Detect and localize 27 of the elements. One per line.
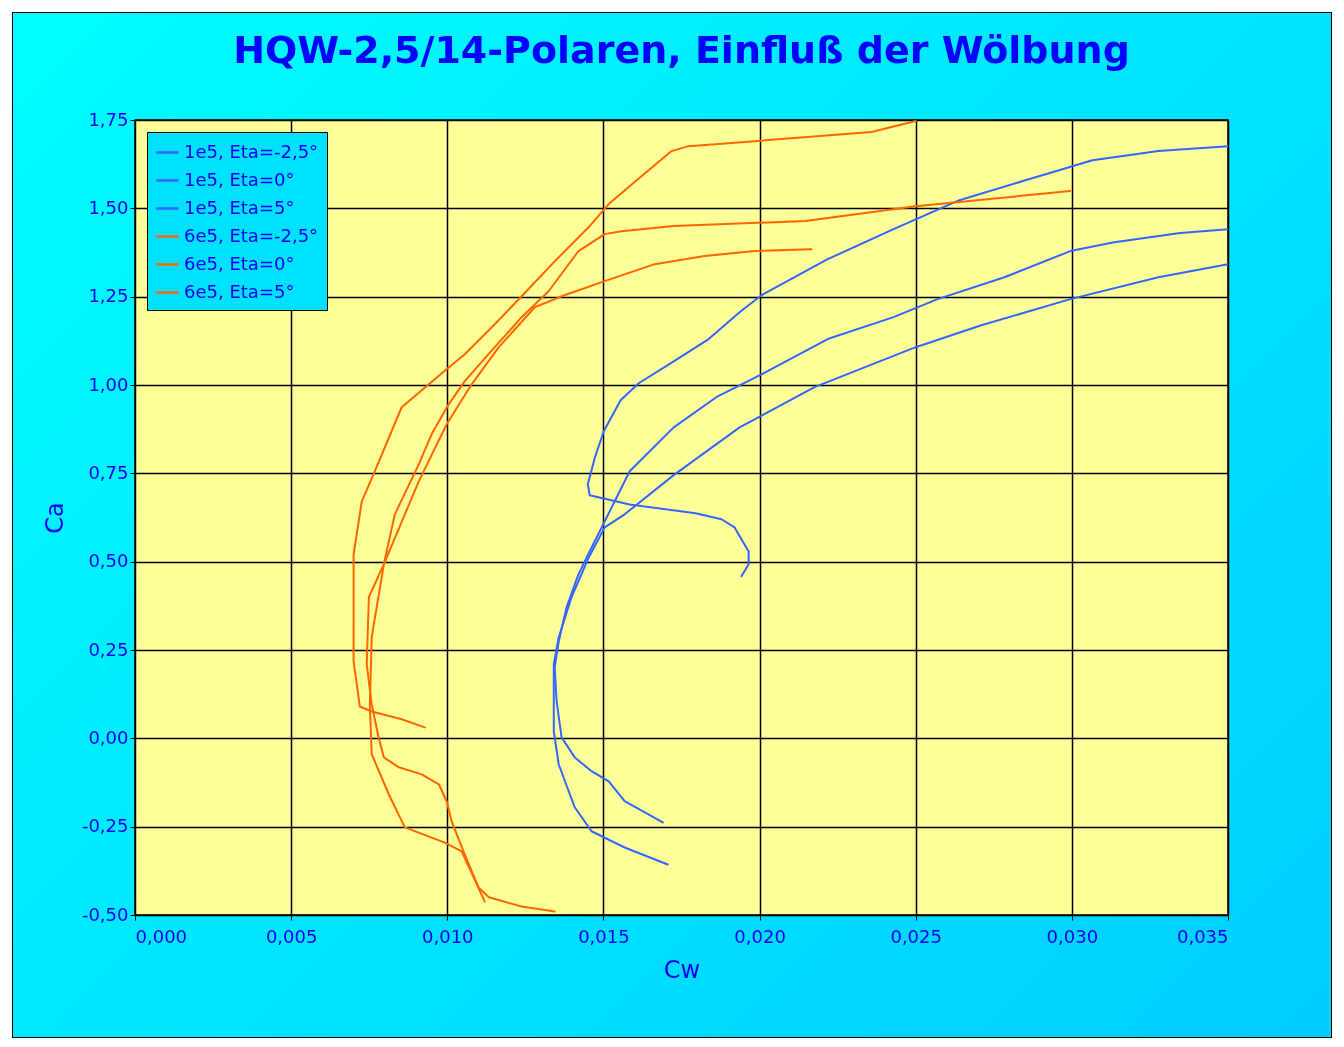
legend-label: 1e5, Eta=0°: [184, 168, 295, 190]
y-tick-label: 1,75: [88, 108, 129, 130]
x-tick-label: 0,020: [734, 925, 786, 947]
y-tick-label: 0,00: [88, 726, 129, 748]
y-tick-label: 0,50: [88, 550, 129, 572]
legend-label: 1e5, Eta=5°: [184, 196, 295, 218]
x-tick-label: 0,005: [265, 925, 318, 947]
y-axis-title: Ca: [40, 502, 69, 534]
y-tick-label: 1,25: [88, 285, 129, 307]
legend-label: 6e5, Eta=0°: [184, 252, 295, 274]
y-tick-label: -0,25: [81, 815, 129, 837]
x-axis-title: Cw: [663, 955, 701, 984]
x-tick-label: 0,010: [422, 925, 474, 947]
y-tick-label: 0,75: [88, 461, 129, 483]
x-tick-label: 0,030: [1046, 925, 1099, 947]
chart-title: HQW-2,5/14-Polaren, Einfluß der Wölbung: [233, 28, 1130, 72]
y-tick-label: 0,25: [88, 638, 129, 660]
y-tick-label: 1,50: [88, 196, 129, 218]
legend-label: 1e5, Eta=-2,5°: [184, 140, 319, 162]
y-tick-label: 1,00: [88, 373, 129, 395]
x-tick-label: 0,035: [1176, 925, 1229, 947]
x-tick-label: 0,015: [578, 925, 630, 947]
x-tick-label: 0,000: [135, 925, 188, 947]
y-tick-label: -0,50: [81, 903, 129, 925]
legend-label: 6e5, Eta=-2,5°: [184, 224, 319, 246]
x-tick-label: 0,025: [890, 925, 942, 947]
legend-label: 6e5, Eta=5°: [184, 280, 295, 302]
